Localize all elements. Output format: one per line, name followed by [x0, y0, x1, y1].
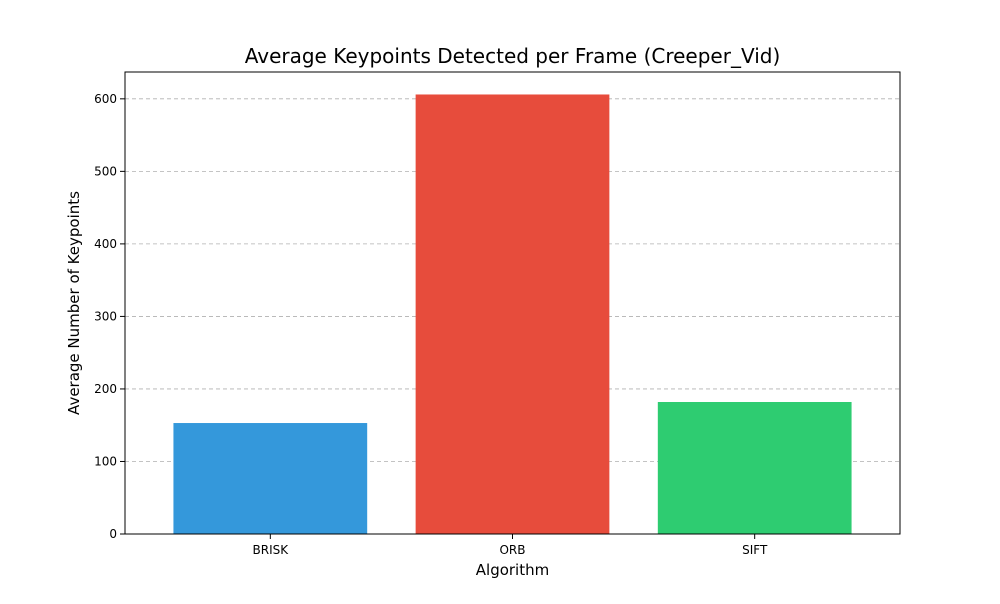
bar-brisk [173, 423, 368, 534]
bar-orb [415, 94, 610, 534]
bars [173, 94, 852, 534]
bar-sift [657, 402, 852, 534]
y-tick-label: 500 [94, 164, 117, 178]
y-axis-label: Average Number of Keypoints [65, 191, 83, 415]
x-tick-label: SIFT [742, 543, 768, 557]
y-tick-label: 300 [94, 309, 117, 323]
y-tick-label: 400 [94, 237, 117, 251]
y-tick-label: 200 [94, 382, 117, 396]
x-tick-label: ORB [499, 543, 525, 557]
x-axis-label: Algorithm [476, 561, 549, 579]
x-tick-label: BRISK [253, 543, 290, 557]
x-ticks: BRISK ORB SIFT [253, 534, 768, 557]
y-ticks: 0 100 200 300 400 500 600 [94, 92, 125, 541]
chart-title: Average Keypoints Detected per Frame (Cr… [245, 44, 781, 68]
y-tick-label: 0 [109, 527, 117, 541]
y-tick-label: 100 [94, 454, 117, 468]
y-tick-label: 600 [94, 92, 117, 106]
